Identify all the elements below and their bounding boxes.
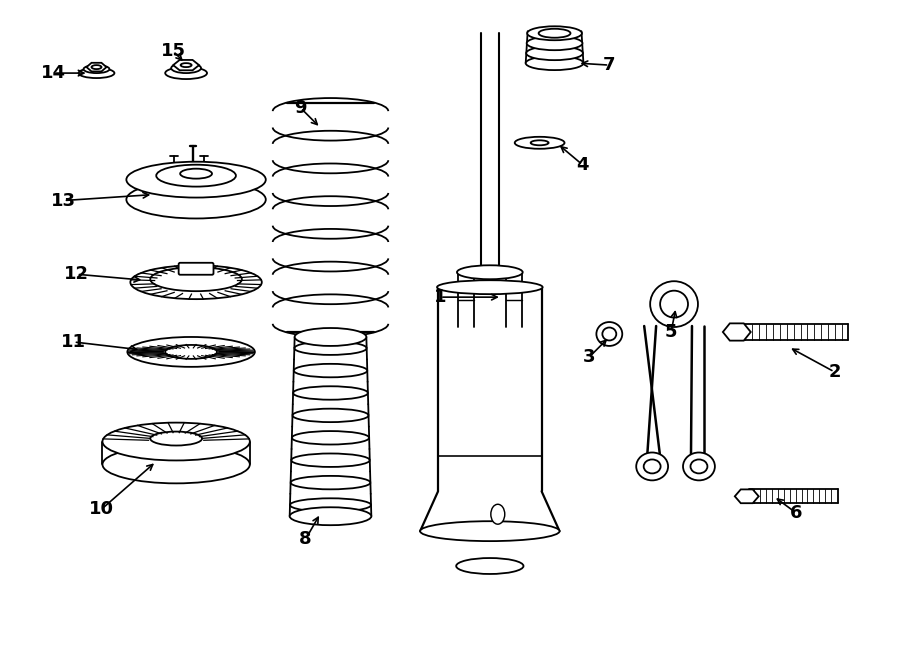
Polygon shape bbox=[723, 323, 751, 341]
Text: 9: 9 bbox=[294, 99, 307, 117]
Ellipse shape bbox=[602, 328, 616, 340]
Text: 5: 5 bbox=[665, 323, 678, 341]
Ellipse shape bbox=[660, 291, 688, 318]
Ellipse shape bbox=[130, 265, 262, 299]
Ellipse shape bbox=[166, 67, 207, 79]
Ellipse shape bbox=[92, 65, 102, 69]
FancyBboxPatch shape bbox=[178, 263, 213, 275]
Text: 1: 1 bbox=[434, 288, 446, 306]
Ellipse shape bbox=[78, 68, 114, 78]
Polygon shape bbox=[86, 63, 106, 71]
Polygon shape bbox=[734, 489, 759, 503]
Ellipse shape bbox=[636, 453, 668, 481]
Text: 6: 6 bbox=[790, 504, 803, 522]
Ellipse shape bbox=[126, 162, 266, 197]
Ellipse shape bbox=[294, 328, 366, 346]
Text: 7: 7 bbox=[603, 56, 616, 74]
Ellipse shape bbox=[526, 36, 582, 50]
Ellipse shape bbox=[171, 63, 201, 73]
Ellipse shape bbox=[650, 281, 698, 327]
Ellipse shape bbox=[420, 521, 560, 541]
Ellipse shape bbox=[103, 446, 250, 483]
Ellipse shape bbox=[683, 453, 715, 481]
Ellipse shape bbox=[126, 181, 266, 218]
Ellipse shape bbox=[491, 504, 505, 524]
Ellipse shape bbox=[180, 169, 212, 179]
Text: 11: 11 bbox=[61, 333, 86, 351]
Text: 2: 2 bbox=[828, 363, 841, 381]
Ellipse shape bbox=[527, 26, 582, 40]
Text: 3: 3 bbox=[583, 348, 596, 366]
Text: 15: 15 bbox=[161, 42, 185, 60]
Ellipse shape bbox=[181, 63, 192, 67]
Text: 8: 8 bbox=[300, 530, 312, 548]
Ellipse shape bbox=[526, 56, 583, 70]
Ellipse shape bbox=[457, 265, 523, 279]
Ellipse shape bbox=[644, 459, 661, 473]
Ellipse shape bbox=[84, 65, 110, 73]
Text: 12: 12 bbox=[64, 265, 89, 283]
Ellipse shape bbox=[166, 345, 217, 359]
Ellipse shape bbox=[456, 558, 524, 574]
Text: 13: 13 bbox=[51, 191, 76, 210]
Ellipse shape bbox=[690, 459, 707, 473]
Ellipse shape bbox=[526, 46, 583, 60]
Ellipse shape bbox=[103, 422, 250, 461]
Text: 14: 14 bbox=[41, 64, 67, 82]
Ellipse shape bbox=[150, 432, 202, 446]
Text: 4: 4 bbox=[576, 156, 589, 173]
Ellipse shape bbox=[515, 137, 564, 149]
Ellipse shape bbox=[290, 507, 372, 525]
Ellipse shape bbox=[157, 165, 236, 187]
Ellipse shape bbox=[597, 322, 622, 346]
Polygon shape bbox=[173, 60, 199, 70]
Text: 10: 10 bbox=[89, 500, 114, 518]
Ellipse shape bbox=[538, 28, 571, 38]
Ellipse shape bbox=[128, 337, 255, 367]
Ellipse shape bbox=[150, 267, 242, 291]
Ellipse shape bbox=[437, 280, 543, 294]
Ellipse shape bbox=[531, 140, 549, 145]
